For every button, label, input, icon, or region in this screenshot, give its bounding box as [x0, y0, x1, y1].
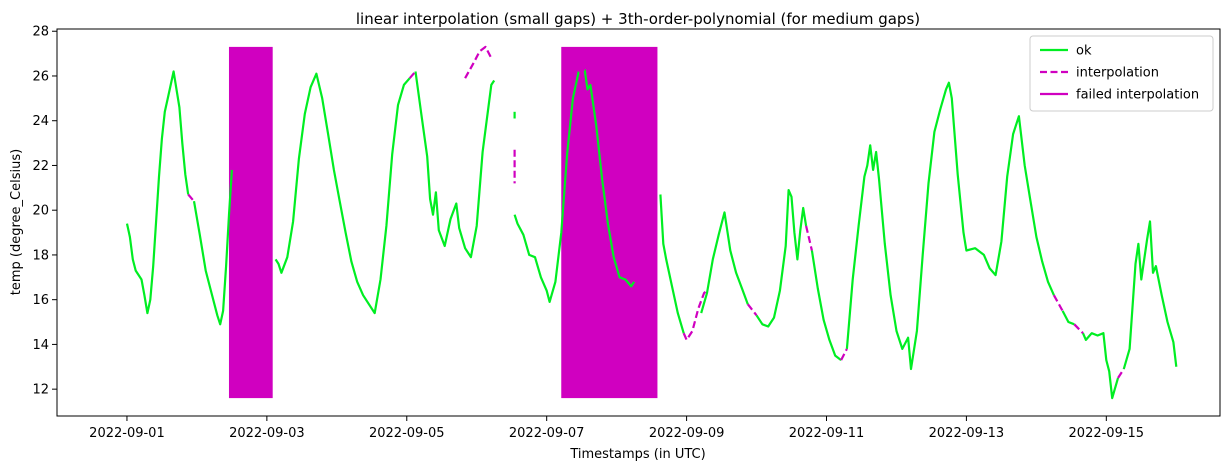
y-tick-label: 24	[32, 114, 49, 129]
y-tick-label: 14	[32, 338, 49, 353]
x-tick-label: 2022-09-07	[509, 426, 585, 441]
ok-segment-15	[1122, 220, 1178, 370]
y-tick-label: 12	[32, 383, 49, 398]
ok-segment-11	[810, 250, 842, 361]
x-tick-label: 2022-09-15	[1069, 426, 1145, 441]
y-tick-label: 20	[32, 204, 49, 219]
ok-segment-6	[513, 71, 580, 303]
interpolation-segment-12	[1117, 368, 1125, 379]
ok-segment-12	[845, 81, 1055, 371]
legend-box	[1029, 35, 1214, 112]
y-tick-label: 16	[32, 293, 49, 308]
interpolation-segment-11	[1073, 323, 1084, 334]
interpolation-segment-5	[578, 68, 585, 73]
interpolation-segment-2	[408, 70, 417, 79]
ok-segment-8	[659, 194, 685, 334]
interpolation-segment-6	[682, 289, 708, 341]
chart-title: linear interpolation (small gaps) + 3th-…	[356, 10, 920, 28]
y-tick-label: 18	[32, 248, 49, 263]
ok-segment-1	[125, 70, 190, 315]
x-axis: 2022-09-01 2022-09-03 2022-09-05 2022-09-07…	[89, 416, 1144, 441]
ok-segment-7	[583, 69, 636, 288]
y-axis-label: temp (degree_Celsius)	[9, 149, 24, 295]
interpolation-segment-7	[746, 303, 758, 316]
y-tick-label: 26	[32, 69, 49, 84]
x-tick-label: 2022-09-05	[369, 426, 445, 441]
ok-segment-2	[192, 169, 233, 326]
x-tick-label: 2022-09-09	[649, 426, 725, 441]
y-tick-label: 22	[32, 159, 49, 174]
ok-segment-13	[1061, 310, 1075, 326]
failed-region-2	[561, 46, 658, 399]
interpolation-segment-1	[187, 193, 195, 202]
failed-region-1	[228, 46, 273, 399]
interpolation-segment-9	[840, 348, 848, 361]
legend-label-3: failed interpolation	[1076, 88, 1199, 103]
plot-frame	[56, 28, 1221, 417]
interpolation-segment-3	[464, 45, 493, 79]
x-tick-label: 2022-09-13	[929, 426, 1005, 441]
interpolation-segment-10	[1052, 294, 1064, 312]
ok-segment-3	[274, 72, 411, 315]
ok-segment-10	[755, 189, 808, 328]
failed-interpolation-regions	[228, 46, 658, 399]
ok-segment-4	[414, 71, 496, 259]
x-tick-label: 2022-09-01	[89, 426, 165, 441]
ok-segment-9	[700, 211, 749, 314]
legend: ok interpolation failed interpolation	[1029, 35, 1214, 112]
ok-segment-14	[1081, 332, 1120, 400]
y-tick-label: 28	[32, 25, 49, 40]
x-tick-label: 2022-09-03	[229, 426, 305, 441]
x-axis-label: Timestamps (in UTC)	[569, 447, 705, 462]
ok-series	[125, 69, 1178, 400]
y-axis: 12 14 16 18 20 22 24 26 28	[32, 25, 57, 398]
legend-label-2: interpolation	[1076, 66, 1159, 81]
interpolation-series	[187, 45, 1125, 379]
interpolation-segment-8	[805, 225, 813, 251]
x-tick-label: 2022-09-11	[789, 426, 865, 441]
legend-label-1: ok	[1076, 44, 1092, 59]
